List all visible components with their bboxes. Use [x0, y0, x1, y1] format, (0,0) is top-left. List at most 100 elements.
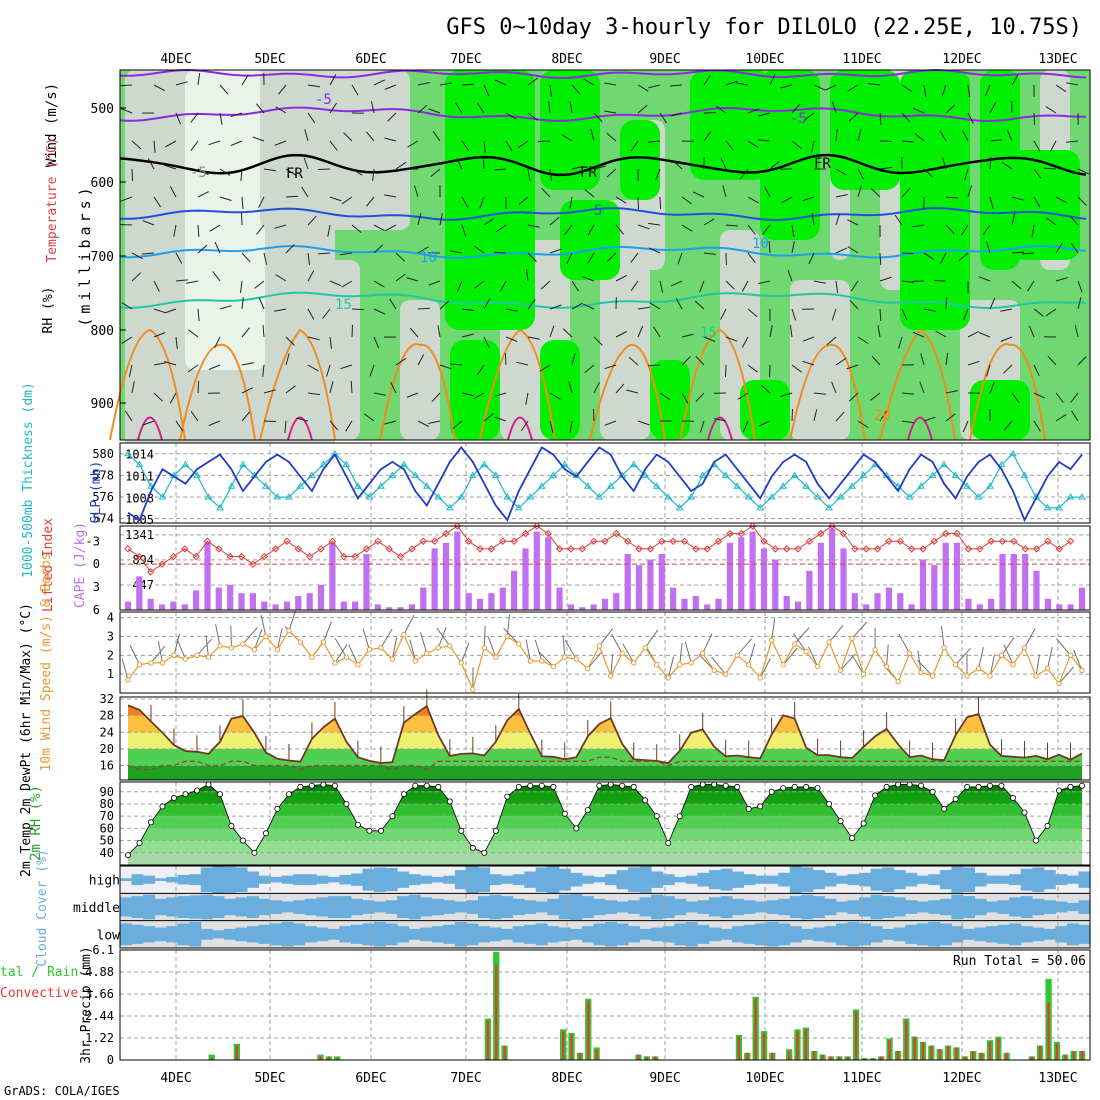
wind-barb — [527, 299, 536, 310]
wind-frame — [119, 611, 1091, 694]
wind-barb-10m — [403, 614, 415, 635]
wind-barb-10m — [759, 658, 771, 679]
date-label-top: 12DEC — [942, 52, 981, 67]
wind-barb — [304, 129, 309, 142]
wind-barb-10m — [1047, 646, 1053, 669]
precip-total-legend: tal / Rain — [0, 965, 78, 980]
contour-25 — [507, 416, 533, 441]
wind-speed-point — [205, 654, 212, 660]
cloud-bar-high — [732, 871, 744, 888]
wind-barb — [923, 168, 934, 178]
run-total-label: Run Total = 50.06 — [953, 954, 1086, 969]
cape-bar — [760, 548, 768, 610]
wind-barb — [769, 161, 780, 170]
wind-barb — [209, 224, 221, 232]
wind-barb — [582, 276, 595, 282]
cape-frame — [119, 525, 1091, 611]
cloud-bar-middle — [478, 896, 490, 918]
precip-convective-bar — [754, 998, 757, 1060]
wind-barb — [1074, 325, 1079, 338]
wind-barb — [791, 308, 797, 321]
contour-label: -5 — [315, 92, 332, 108]
wind-barb — [835, 247, 848, 254]
rh-point — [929, 788, 936, 795]
thickness-point — [181, 460, 190, 468]
wind-barb — [329, 196, 342, 202]
thickness-point — [1020, 471, 1029, 478]
wind-barb — [219, 168, 231, 176]
li-point — [317, 545, 325, 553]
wind-barb — [637, 325, 644, 338]
pressure-tick-label: 700 — [91, 250, 114, 265]
wind-barb — [384, 420, 397, 425]
precip-convective-bar — [336, 1058, 339, 1060]
wind-barb — [307, 392, 320, 396]
li-point — [896, 537, 904, 545]
rh-point — [297, 783, 304, 790]
cloud-bar-middle — [605, 900, 617, 914]
wind-barb — [406, 277, 419, 282]
rh-point — [389, 813, 396, 820]
wind-barb — [301, 186, 309, 198]
cape-bar — [772, 559, 779, 610]
wind-barb — [197, 244, 208, 254]
wind-barb — [941, 84, 947, 97]
cloud-bar-middle — [120, 897, 132, 917]
wind-barb — [1033, 196, 1041, 208]
cloud-bar-low — [963, 928, 975, 940]
upper-air-frame — [119, 69, 1091, 441]
cloud-bar-high — [270, 876, 283, 883]
cloud-bar-high — [951, 866, 964, 893]
wind-barb — [212, 271, 221, 282]
wind-barb — [119, 84, 133, 87]
cloud-bar-high — [247, 871, 259, 888]
cloud-bar-low — [247, 926, 259, 943]
wind-barb — [173, 224, 177, 237]
cape-bar — [420, 587, 427, 610]
wind-barb — [476, 364, 485, 376]
wind-speed-point — [1021, 645, 1028, 651]
wind-barb — [1077, 297, 1082, 310]
wind-barb — [541, 188, 551, 198]
wind-barb-10m — [562, 635, 566, 658]
wind-speed-point — [780, 662, 786, 668]
thickness-point — [503, 493, 512, 500]
wind-barb — [307, 270, 315, 282]
li-point — [953, 529, 961, 538]
rh-point — [1044, 822, 1051, 829]
li-point — [374, 537, 382, 545]
wind-barb — [329, 74, 337, 86]
wind-barb — [725, 364, 727, 378]
thickness-point — [308, 471, 316, 478]
wind-barb — [747, 224, 756, 235]
rh-point — [561, 810, 568, 817]
precip-convective-bar — [595, 1049, 598, 1060]
wind-barb — [590, 129, 595, 142]
wind-barb — [175, 112, 181, 125]
wind-barb-10m — [334, 644, 348, 664]
wind-barb — [923, 252, 935, 261]
pressure-tick-label: 600 — [91, 176, 114, 191]
cloud-bar-middle — [1078, 900, 1091, 914]
wind-barb — [219, 196, 232, 201]
cape-bar — [124, 601, 132, 610]
bottom-date-axis: 4DEC 5DEC 6DEC 7DEC 8DEC 9DEC 10DEC 11DEC 12DEC 1… — [160, 1071, 1077, 1086]
wind-barb — [474, 280, 485, 289]
li-point — [669, 537, 677, 545]
cloud-bar-low — [778, 923, 791, 946]
li-point — [544, 529, 552, 538]
cloud-bar-middle — [154, 898, 167, 916]
precip-tick: 4.88 — [85, 965, 114, 979]
cloud-bar-low — [1043, 928, 1056, 940]
contour-25 — [287, 416, 313, 441]
li-point — [169, 552, 178, 561]
rh-tick: 70 — [100, 809, 114, 823]
thickness-point — [779, 482, 788, 489]
cloud-bar-low — [235, 927, 248, 942]
cloud-bar-middle — [974, 898, 987, 916]
wind-barb — [703, 218, 715, 226]
rh-point — [320, 781, 327, 788]
contour-20 — [679, 328, 756, 441]
wind-barb — [747, 108, 760, 114]
wind-barb — [1011, 251, 1025, 254]
